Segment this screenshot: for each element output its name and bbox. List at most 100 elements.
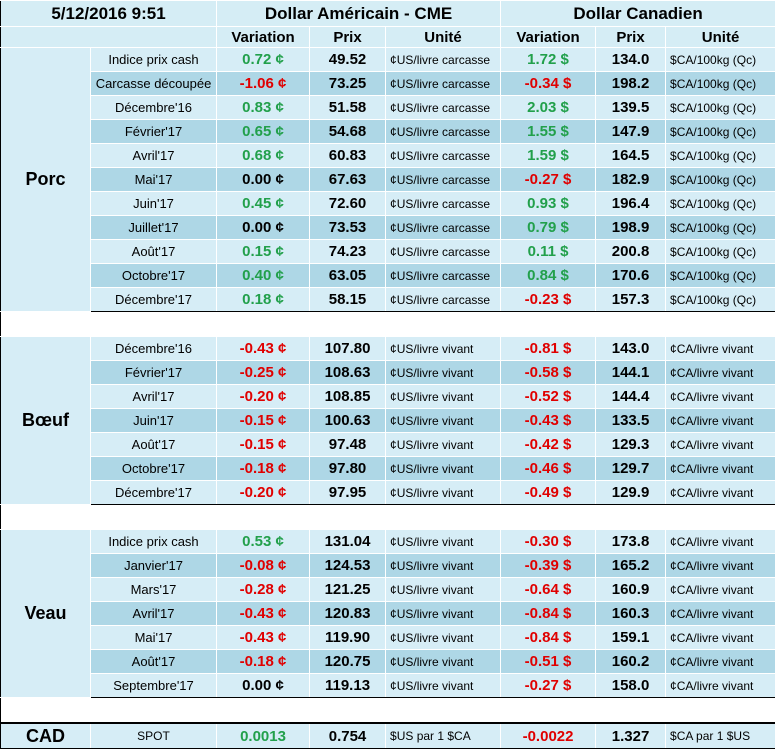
us-variation: 0.68 ¢ bbox=[217, 144, 310, 168]
us-variation: 0.83 ¢ bbox=[217, 96, 310, 120]
group-label: Veau bbox=[1, 530, 91, 698]
table-row: Avril'17-0.20 ¢108.85¢US/livre vivant-0.… bbox=[1, 385, 775, 409]
section-spacer bbox=[1, 312, 775, 337]
contract-label: Juillet'17 bbox=[91, 216, 217, 240]
header-row-2: Variation Prix Unité Variation Prix Unit… bbox=[1, 27, 775, 48]
ca-unit: $CA/100kg (Qc) bbox=[666, 192, 775, 216]
us-variation: 0.00 ¢ bbox=[217, 216, 310, 240]
contract-label: Septembre'17 bbox=[91, 674, 217, 698]
header-blank bbox=[1, 27, 217, 48]
us-variation: 0.0013 bbox=[217, 723, 310, 749]
ca-price: 139.5 bbox=[596, 96, 666, 120]
us-unit: ¢US/livre carcasse bbox=[386, 216, 501, 240]
ca-unit: ¢CA/livre vivant bbox=[666, 385, 775, 409]
ca-price: 129.7 bbox=[596, 457, 666, 481]
ca-variation: 2.03 $ bbox=[501, 96, 596, 120]
ca-price: 159.1 bbox=[596, 626, 666, 650]
contract-label: Mai'17 bbox=[91, 168, 217, 192]
us-variation: -0.28 ¢ bbox=[217, 578, 310, 602]
table-row: Février'17-0.25 ¢108.63¢US/livre vivant-… bbox=[1, 361, 775, 385]
ca-variation: -0.49 $ bbox=[501, 481, 596, 505]
us-variation: -0.25 ¢ bbox=[217, 361, 310, 385]
ca-prix-header: Prix bbox=[596, 27, 666, 48]
us-variation: -0.08 ¢ bbox=[217, 554, 310, 578]
spacer-cell bbox=[1, 312, 775, 337]
ca-unit: ¢CA/livre vivant bbox=[666, 481, 775, 505]
ca-price: 198.9 bbox=[596, 216, 666, 240]
us-unit: ¢US/livre vivant bbox=[386, 361, 501, 385]
us-price: 120.75 bbox=[310, 650, 386, 674]
us-unit: ¢US/livre carcasse bbox=[386, 168, 501, 192]
us-variation: -0.15 ¢ bbox=[217, 409, 310, 433]
us-price: 119.90 bbox=[310, 626, 386, 650]
ca-unit: ¢CA/livre vivant bbox=[666, 530, 775, 554]
contract-label: Août'17 bbox=[91, 650, 217, 674]
table-row: Avril'17-0.43 ¢120.83¢US/livre vivant-0.… bbox=[1, 602, 775, 626]
us-variation: 0.65 ¢ bbox=[217, 120, 310, 144]
ca-variation: -0.39 $ bbox=[501, 554, 596, 578]
us-unit: ¢US/livre carcasse bbox=[386, 264, 501, 288]
us-unit: ¢US/livre carcasse bbox=[386, 120, 501, 144]
us-variation: -0.15 ¢ bbox=[217, 433, 310, 457]
us-price: 60.83 bbox=[310, 144, 386, 168]
ca-price: 160.2 bbox=[596, 650, 666, 674]
ca-price: 129.3 bbox=[596, 433, 666, 457]
contract-label: Avril'17 bbox=[91, 144, 217, 168]
ca-unit: $CA par 1 $US bbox=[666, 723, 775, 749]
ca-unit: $CA/100kg (Qc) bbox=[666, 96, 775, 120]
us-unit: ¢US/livre vivant bbox=[386, 409, 501, 433]
us-variation: -1.06 ¢ bbox=[217, 72, 310, 96]
ca-variation: -0.34 $ bbox=[501, 72, 596, 96]
contract-label: Décembre'17 bbox=[91, 288, 217, 312]
us-variation: -0.18 ¢ bbox=[217, 650, 310, 674]
us-price: 100.63 bbox=[310, 409, 386, 433]
us-unit: ¢US/livre vivant bbox=[386, 674, 501, 698]
us-price: 119.13 bbox=[310, 674, 386, 698]
ca-variation: -0.42 $ bbox=[501, 433, 596, 457]
contract-label: Avril'17 bbox=[91, 602, 217, 626]
us-variation: -0.18 ¢ bbox=[217, 457, 310, 481]
ca-unit: $CA/100kg (Qc) bbox=[666, 216, 775, 240]
contract-label: Janvier'17 bbox=[91, 554, 217, 578]
ca-unit: $CA/100kg (Qc) bbox=[666, 264, 775, 288]
us-price: 124.53 bbox=[310, 554, 386, 578]
ca-price: 143.0 bbox=[596, 337, 666, 361]
us-price: 97.95 bbox=[310, 481, 386, 505]
us-variation: -0.43 ¢ bbox=[217, 337, 310, 361]
ca-unit: $CA/100kg (Qc) bbox=[666, 168, 775, 192]
contract-label: Octobre'17 bbox=[91, 457, 217, 481]
ca-unit: ¢CA/livre vivant bbox=[666, 409, 775, 433]
us-unit: $US par 1 $CA bbox=[386, 723, 501, 749]
us-price: 67.63 bbox=[310, 168, 386, 192]
us-variation: 0.45 ¢ bbox=[217, 192, 310, 216]
table-row: Mars'17-0.28 ¢121.25¢US/livre vivant-0.6… bbox=[1, 578, 775, 602]
ca-unit: ¢CA/livre vivant bbox=[666, 674, 775, 698]
ca-variation: -0.43 $ bbox=[501, 409, 596, 433]
ca-price: 129.9 bbox=[596, 481, 666, 505]
ca-variation: -0.84 $ bbox=[501, 602, 596, 626]
table-row: Octobre'17-0.18 ¢97.80¢US/livre vivant-0… bbox=[1, 457, 775, 481]
us-price: 51.58 bbox=[310, 96, 386, 120]
ca-price: 182.9 bbox=[596, 168, 666, 192]
us-unit: ¢US/livre vivant bbox=[386, 530, 501, 554]
ca-price: 160.9 bbox=[596, 578, 666, 602]
us-unit: ¢US/livre carcasse bbox=[386, 240, 501, 264]
ca-variation: -0.64 $ bbox=[501, 578, 596, 602]
contract-label: Août'17 bbox=[91, 433, 217, 457]
us-dollar-title: Dollar Américain - CME bbox=[217, 1, 501, 27]
contract-label: Indice prix cash bbox=[91, 48, 217, 72]
spacer-cell bbox=[1, 698, 775, 724]
timestamp: 5/12/2016 9:51 bbox=[1, 1, 217, 27]
ca-unit: ¢CA/livre vivant bbox=[666, 433, 775, 457]
ca-price: 157.3 bbox=[596, 288, 666, 312]
us-unit: ¢US/livre vivant bbox=[386, 602, 501, 626]
ca-variation: -0.27 $ bbox=[501, 674, 596, 698]
us-unit: ¢US/livre vivant bbox=[386, 578, 501, 602]
us-price: 131.04 bbox=[310, 530, 386, 554]
